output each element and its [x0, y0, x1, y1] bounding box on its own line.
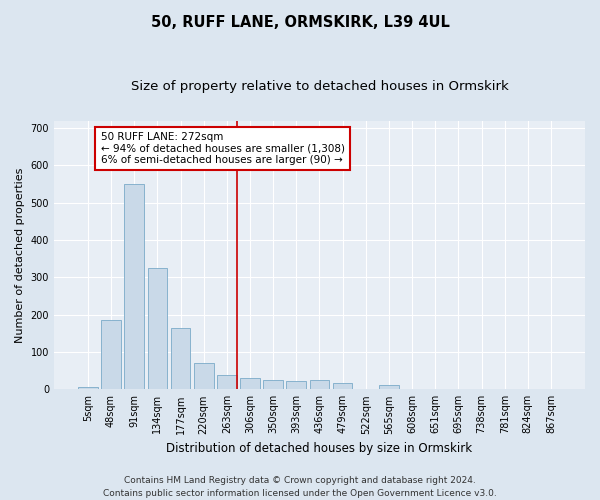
Bar	[78, 388, 98, 390]
Bar	[240, 378, 260, 390]
Bar	[194, 363, 214, 390]
Bar	[286, 381, 306, 390]
Bar	[379, 385, 399, 390]
Bar	[263, 380, 283, 390]
X-axis label: Distribution of detached houses by size in Ormskirk: Distribution of detached houses by size …	[166, 442, 473, 455]
Bar	[170, 328, 190, 390]
Text: Contains HM Land Registry data © Crown copyright and database right 2024.
Contai: Contains HM Land Registry data © Crown c…	[103, 476, 497, 498]
Text: 50 RUFF LANE: 272sqm
← 94% of detached houses are smaller (1,308)
6% of semi-det: 50 RUFF LANE: 272sqm ← 94% of detached h…	[101, 132, 344, 165]
Bar	[124, 184, 144, 390]
Bar	[333, 382, 352, 390]
Bar	[101, 320, 121, 390]
Y-axis label: Number of detached properties: Number of detached properties	[15, 167, 25, 342]
Bar	[310, 380, 329, 390]
Title: Size of property relative to detached houses in Ormskirk: Size of property relative to detached ho…	[131, 80, 508, 93]
Text: 50, RUFF LANE, ORMSKIRK, L39 4UL: 50, RUFF LANE, ORMSKIRK, L39 4UL	[151, 15, 449, 30]
Bar	[217, 375, 236, 390]
Bar	[148, 268, 167, 390]
